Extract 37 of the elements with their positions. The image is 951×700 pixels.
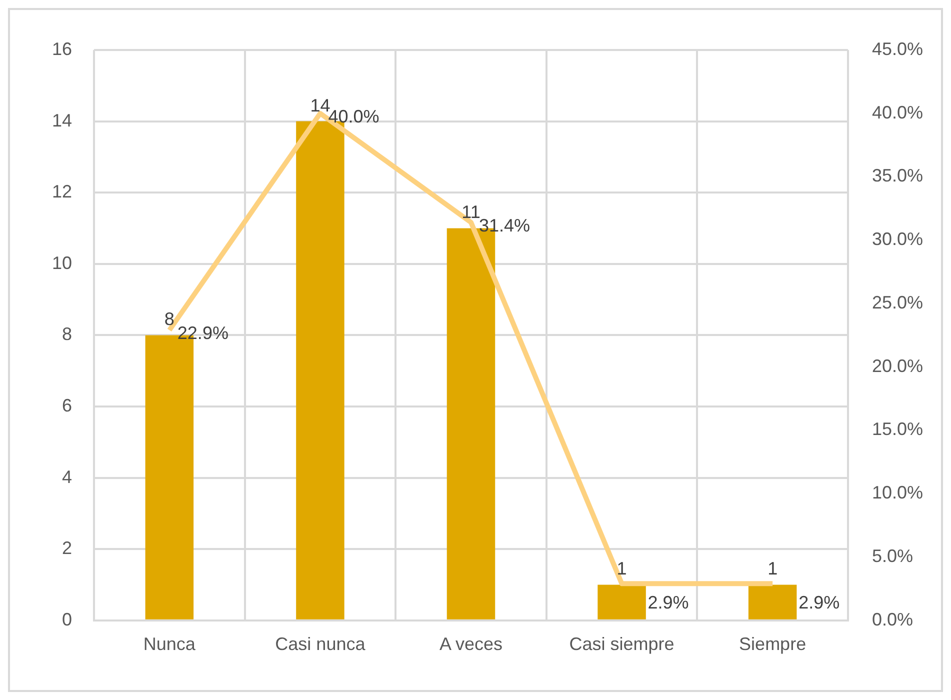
y2-tick-label: 5.0%: [872, 546, 913, 566]
y-tick-label: 14: [52, 110, 72, 130]
y2-tick-label: 45.0%: [872, 38, 924, 59]
y2-tick-label: 35.0%: [872, 166, 924, 186]
data-label: 11: [462, 202, 480, 222]
y-tick-label: 12: [52, 182, 72, 202]
y2-tick-label: 40.0%: [872, 102, 924, 122]
y-tick-label: 16: [52, 38, 72, 59]
y-tick-label: 2: [62, 538, 72, 558]
y-tick-label: 8: [62, 324, 72, 344]
y2-tick-label: 30.0%: [872, 229, 924, 250]
x-tick-label: Casi siempre: [569, 634, 674, 654]
data-label: 2.9%: [648, 592, 689, 613]
y-tick-label: 6: [62, 395, 72, 416]
data-label: 22.9%: [177, 323, 228, 344]
x-tick-label: Casi nunca: [275, 634, 366, 654]
x-tick-label: A veces: [439, 634, 503, 654]
bar: [296, 121, 344, 620]
y2-tick-label: 25.0%: [872, 292, 924, 312]
y-tick-label: 10: [52, 252, 72, 273]
y-tick-label: 0: [62, 609, 72, 630]
bar: [598, 584, 646, 620]
data-label: 1: [768, 558, 778, 579]
y2-tick-label: 10.0%: [872, 482, 924, 503]
data-label: 2.9%: [798, 592, 840, 613]
x-tick-label: Nunca: [143, 634, 196, 654]
data-label: 1: [616, 558, 627, 579]
y2-tick-label: 15.0%: [872, 419, 924, 440]
bar: [748, 584, 797, 620]
y2-tick-label: 20.0%: [872, 356, 924, 376]
data-label: 8: [164, 309, 174, 330]
data-label: 31.4%: [478, 215, 530, 236]
x-tick-label: Siempre: [739, 634, 806, 654]
y2-tick-label: 0.0%: [872, 609, 913, 630]
y-tick-label: 4: [62, 466, 72, 487]
data-label: 40.0%: [328, 106, 380, 126]
data-label: 14: [310, 95, 330, 116]
